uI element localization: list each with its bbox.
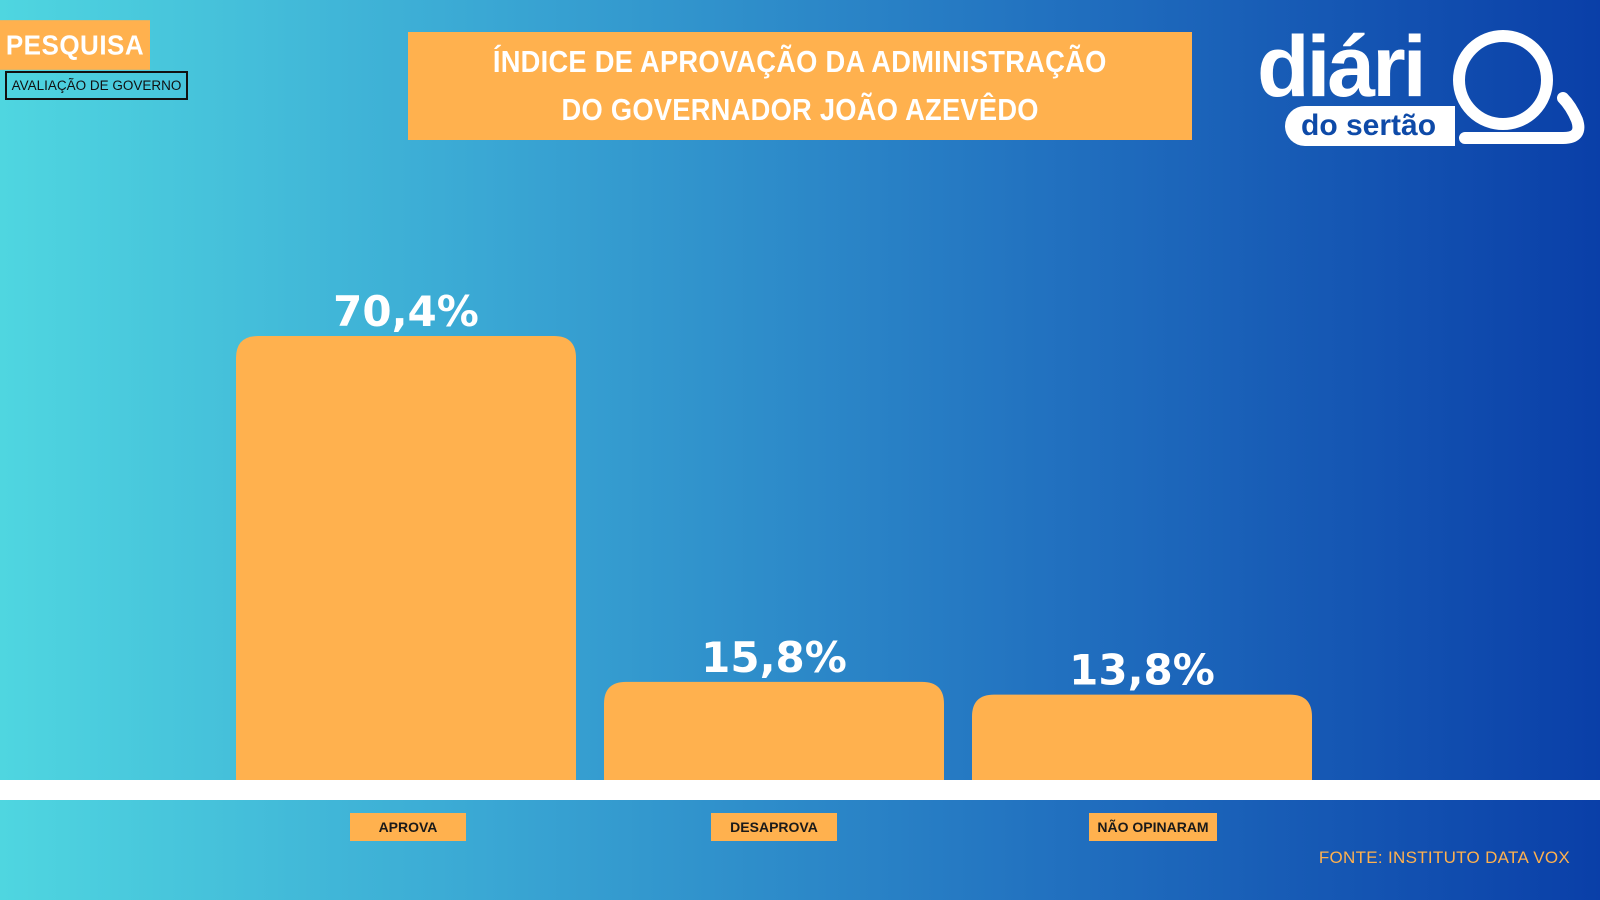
source-note: FONTE: INSTITUTO DATA VOX [1318,848,1570,867]
bar-value-label-0: 70,4% [333,287,479,336]
chart-title-line-2: DO GOVERNADOR JOÃO AZEVÊDO [561,92,1039,127]
category-label-aprova: APROVA [350,813,466,841]
bar-0 [236,336,576,782]
bar-value-label-1: 15,8% [701,633,847,682]
bar-value-label-2: 13,8% [1069,646,1215,695]
chart-baseline [0,780,1600,800]
survey-subtag: AVALIAÇÃO DE GOVERNO [5,71,188,100]
chart-title-line-1: ÍNDICE DE APROVAÇÃO DA ADMINISTRAÇÃO [493,44,1107,79]
brand-logo-ring-icon [1453,30,1585,144]
brand-logo: diári do sertão [1255,22,1585,152]
survey-tag: PESQUISA [0,20,150,70]
bar-1 [604,681,944,782]
brand-logo-bottom-text: do sertão [1301,109,1437,142]
category-label-desaprova: DESAPROVA [711,813,837,841]
brand-logo-top-text: diári [1257,19,1427,115]
bar-2 [972,694,1312,782]
brand-logo-pill [1285,106,1455,146]
chart-title-box: ÍNDICE DE APROVAÇÃO DA ADMINISTRAÇÃO DO … [408,32,1192,140]
category-label-nao-opinaram: NÃO OPINARAM [1089,813,1217,841]
